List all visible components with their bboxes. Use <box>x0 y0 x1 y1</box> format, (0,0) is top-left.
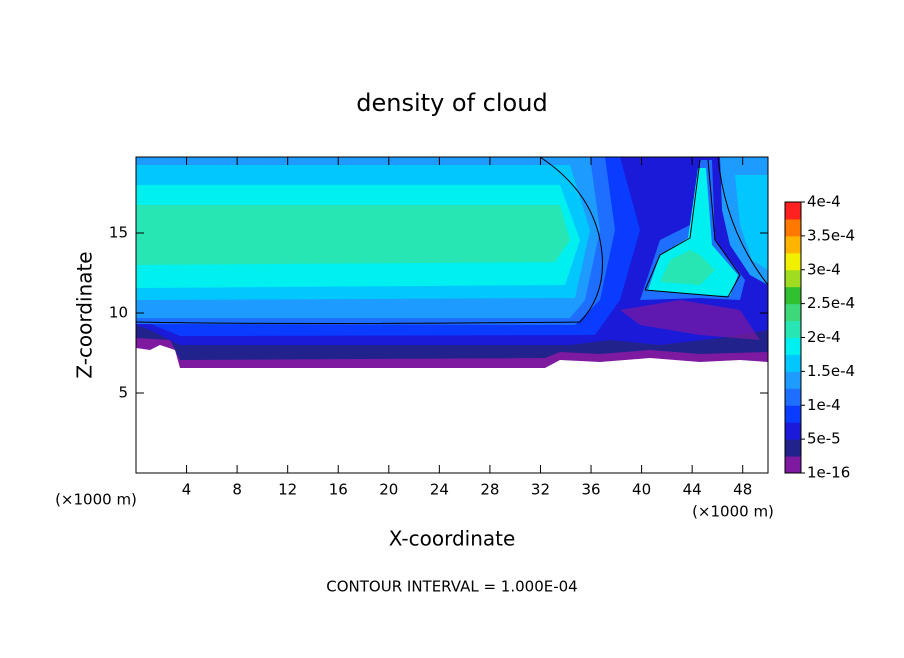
x-tick-label: 12 <box>278 481 297 499</box>
colorbar-band <box>785 439 801 457</box>
y-unit: (×1000 m) <box>692 503 774 521</box>
colorbar-band <box>785 337 801 355</box>
y-tick-label: 10 <box>109 304 128 322</box>
colorbar-band <box>785 354 801 372</box>
colorbar-label: 1e-4 <box>807 396 841 414</box>
colorbar-label: 3e-4 <box>807 260 841 278</box>
colorbar-band <box>785 235 801 254</box>
x-tick-label: 24 <box>430 481 449 499</box>
colorbar-band <box>785 303 801 322</box>
plot-frame <box>135 156 769 474</box>
axes: 4 8 12 16 20 24 28 32 36 40 44 48510151e-165e-51e-4… <box>109 157 855 499</box>
x-tick-label: 8 <box>232 481 242 499</box>
x-tick-label: 28 <box>480 481 499 499</box>
x-unit: (×1000 m) <box>55 491 137 509</box>
x-axis-label: X-coordinate <box>389 527 516 551</box>
colorbar-band <box>785 202 801 220</box>
colorbar-label: 1e-16 <box>807 464 850 482</box>
x-tick-label: 4 <box>182 481 192 499</box>
colorbar-band <box>785 286 801 305</box>
x-tick-label: 44 <box>683 481 702 499</box>
contour-note: CONTOUR INTERVAL = 1.000E-04 <box>326 578 577 596</box>
colorbar-band <box>785 218 801 237</box>
colorbar-band <box>785 320 801 338</box>
colorbar-band <box>785 388 801 406</box>
x-tick-label: 40 <box>632 481 651 499</box>
colorbar-band <box>785 422 801 440</box>
y-tick-label: 15 <box>109 224 128 242</box>
contour-field <box>136 157 768 368</box>
chart-title: density of cloud <box>356 89 547 117</box>
colorbar-label: 1.5e-4 <box>807 362 855 380</box>
x-tick-label: 20 <box>379 481 398 499</box>
y-tick-label: 5 <box>118 384 128 402</box>
x-tick-label: 16 <box>329 481 348 499</box>
x-tick-label: 48 <box>733 481 752 499</box>
colorbar-label: 3.5e-4 <box>807 226 855 244</box>
colorbar-label: 2.5e-4 <box>807 294 855 312</box>
colorbar-label: 5e-5 <box>807 430 841 448</box>
colorbar-band <box>785 269 801 288</box>
x-tick-label: 36 <box>581 481 600 499</box>
colorbar-band <box>785 405 801 423</box>
x-tick-label: 32 <box>531 481 550 499</box>
colorbar-label: 2e-4 <box>807 328 841 346</box>
colorbar-band <box>785 252 801 271</box>
colorbar-band <box>785 456 801 474</box>
colorbar-band <box>785 371 801 389</box>
colorbar-label: 4e-4 <box>807 193 841 211</box>
y-axis-label: Z-coordinate <box>73 251 97 378</box>
